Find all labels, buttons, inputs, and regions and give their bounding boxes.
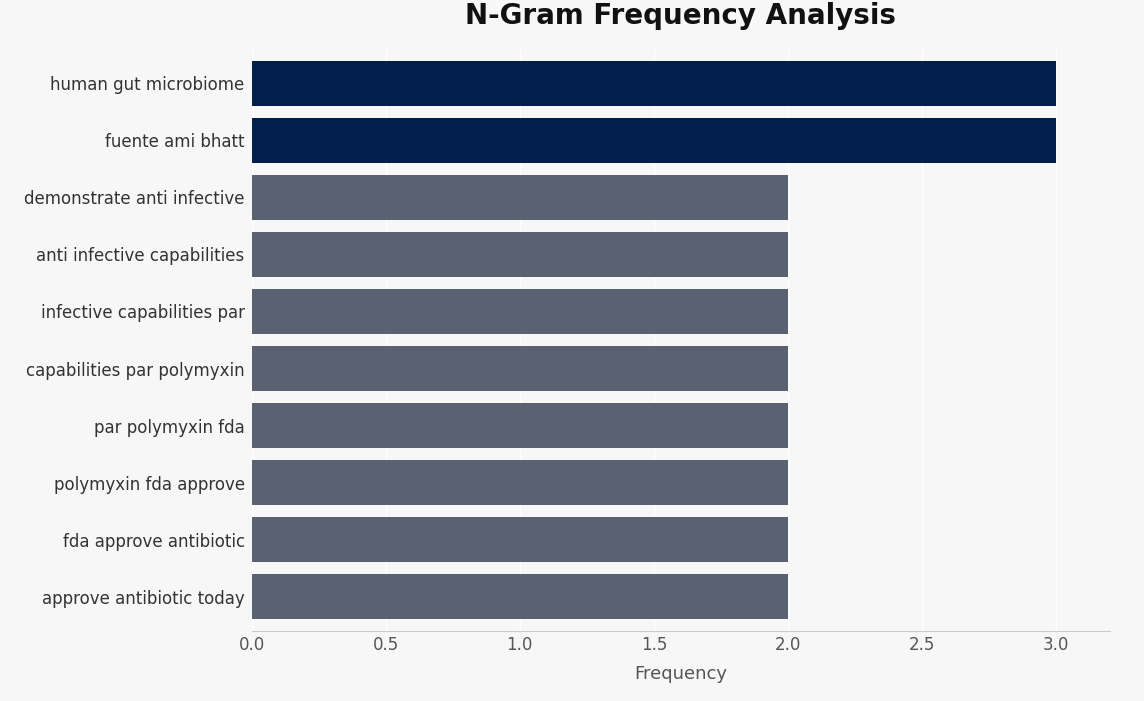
Bar	[252, 461, 788, 505]
Title: N-Gram Frequency Analysis: N-Gram Frequency Analysis	[466, 2, 896, 30]
X-axis label: Frequency: Frequency	[634, 665, 728, 683]
Bar	[252, 574, 788, 619]
Bar	[252, 517, 788, 562]
Bar	[252, 61, 1056, 106]
Bar	[252, 403, 788, 448]
Bar	[252, 118, 1056, 163]
Bar	[252, 175, 788, 219]
Bar	[252, 346, 788, 390]
Bar	[252, 232, 788, 277]
Bar	[252, 290, 788, 334]
